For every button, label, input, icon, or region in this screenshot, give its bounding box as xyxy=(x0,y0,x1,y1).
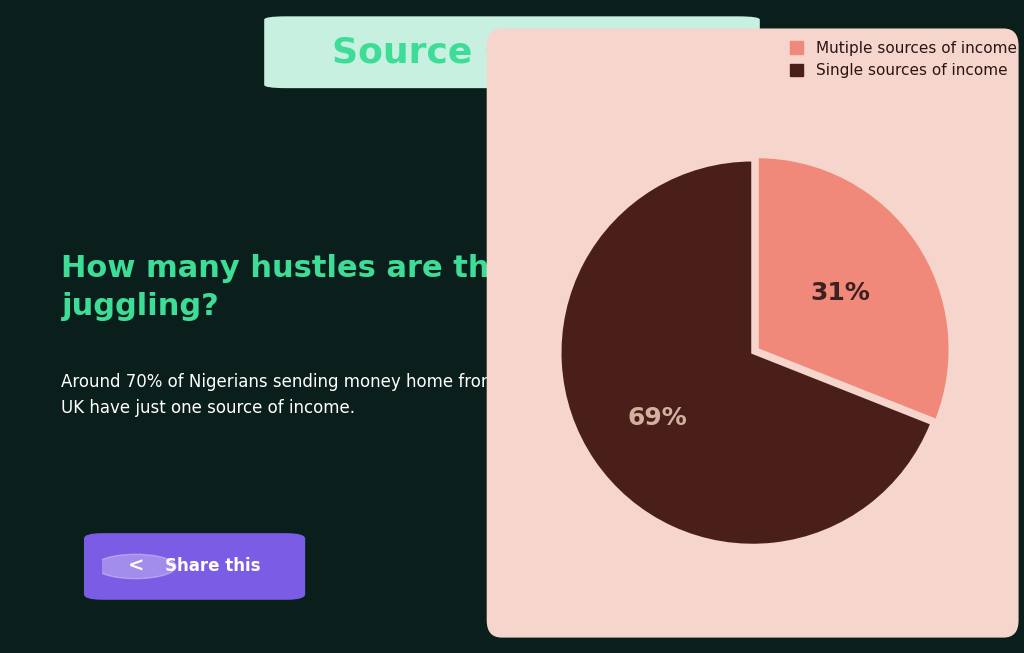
Text: Share this: Share this xyxy=(165,558,261,575)
Text: <: < xyxy=(127,557,143,576)
Text: How many hustles are they
juggling?: How many hustles are they juggling? xyxy=(61,254,530,321)
Wedge shape xyxy=(758,157,950,421)
Legend: Mutiple sources of income, Single sources of income: Mutiple sources of income, Single source… xyxy=(782,33,1024,86)
FancyBboxPatch shape xyxy=(84,533,305,599)
FancyBboxPatch shape xyxy=(264,16,760,88)
Text: 31%: 31% xyxy=(810,281,870,305)
Circle shape xyxy=(95,554,176,579)
FancyBboxPatch shape xyxy=(486,29,1019,637)
Wedge shape xyxy=(560,160,932,545)
Text: 69%: 69% xyxy=(628,406,687,430)
Text: Around 70% of Nigerians sending money home from the
UK have just one source of i: Around 70% of Nigerians sending money ho… xyxy=(61,373,530,417)
Text: Source Of Income: Source Of Income xyxy=(332,35,692,69)
